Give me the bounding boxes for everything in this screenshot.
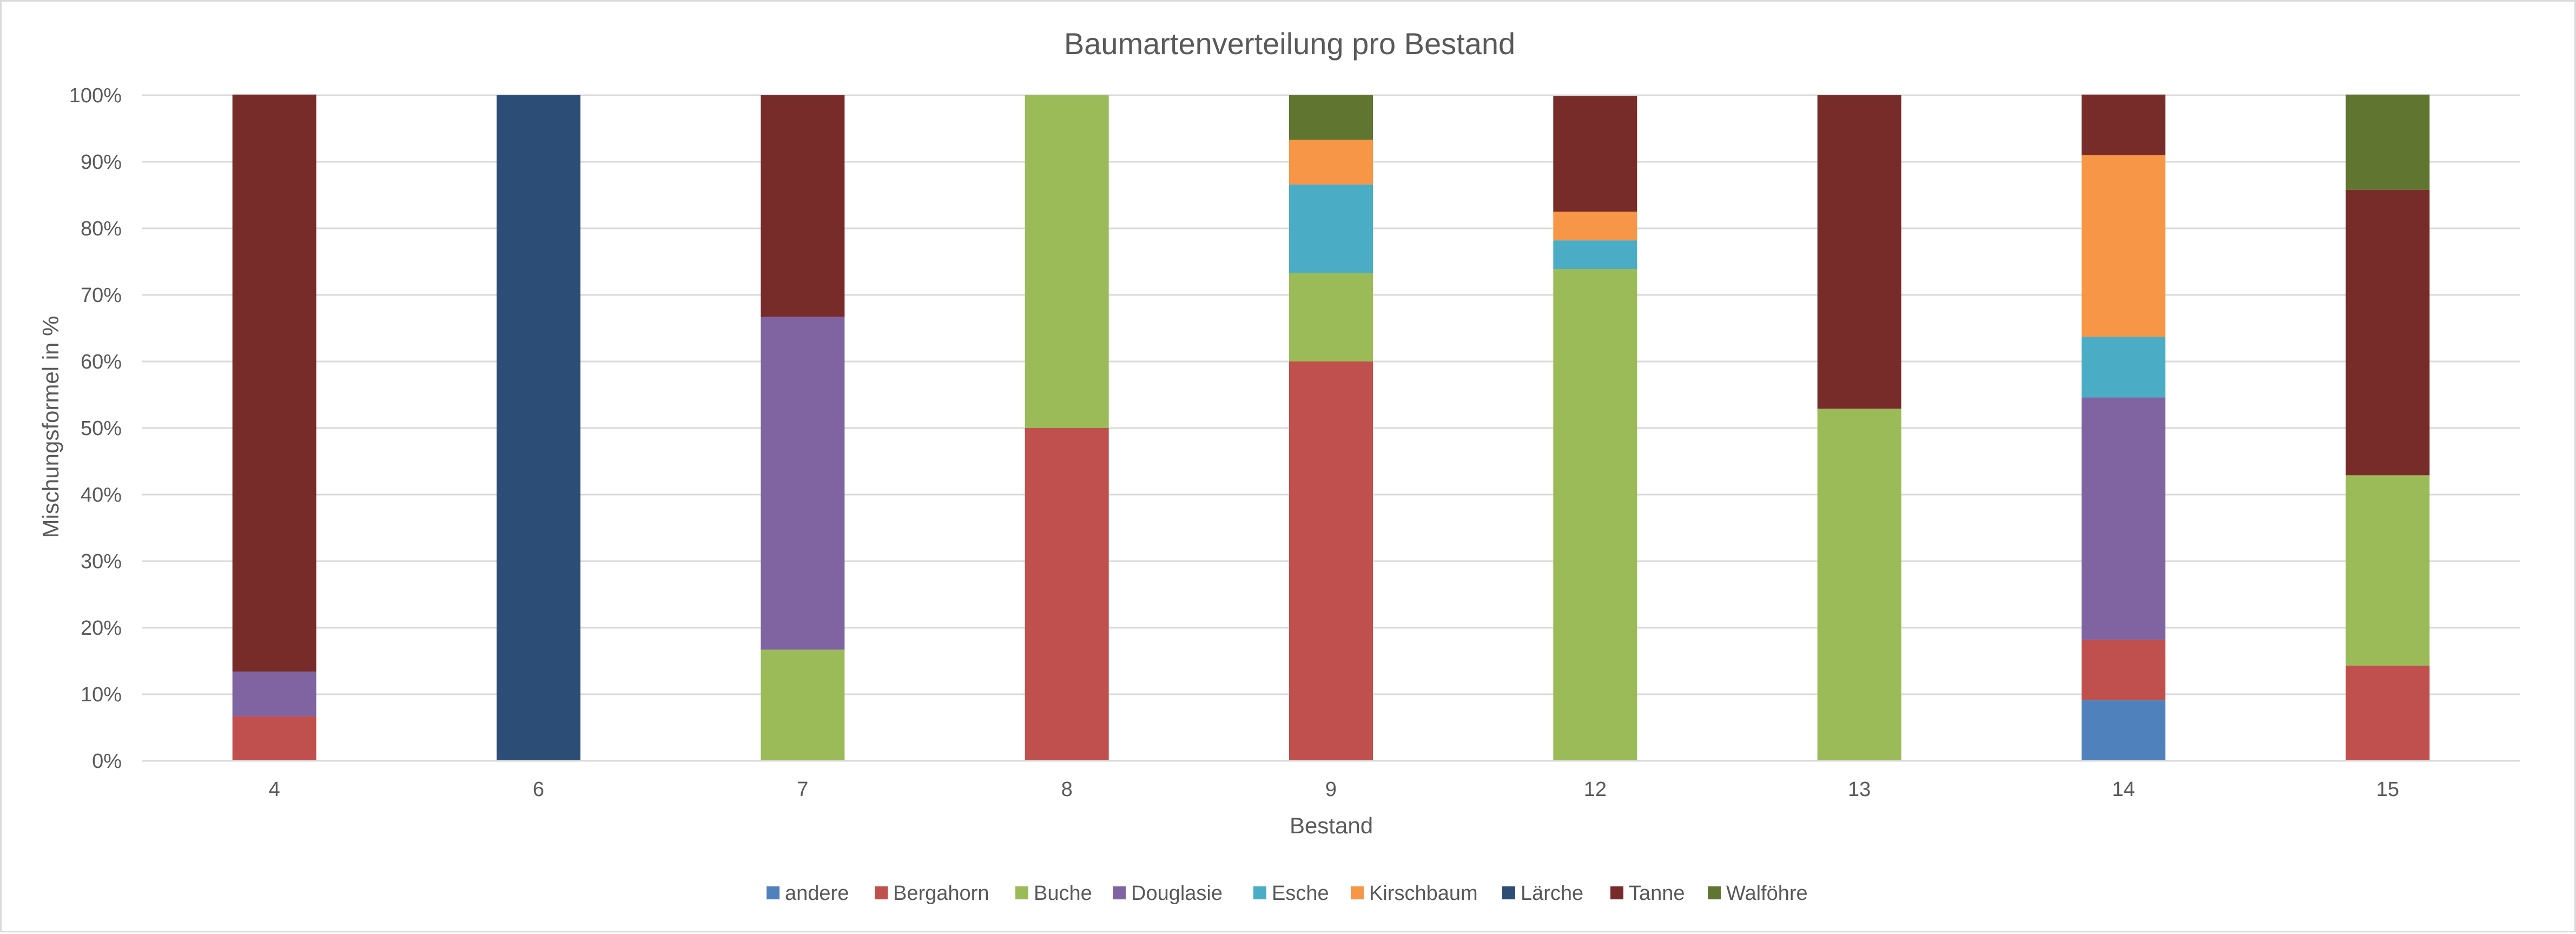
y-axis-tick-labels: 0% 10% 20% 30% 40% 50% 60% 70% 80% 90% 100%: [69, 84, 122, 773]
legend-swatch: [875, 886, 888, 899]
legend-swatch: [767, 886, 780, 899]
bar-segment-tanne-4: [232, 94, 316, 672]
y-tick-label: 90%: [81, 151, 122, 174]
legend: andere Bergahorn Buche Douglasie Esche Kirsch…: [767, 882, 1808, 905]
y-tick-label: 10%: [81, 683, 122, 706]
legend-swatch: [1113, 886, 1126, 899]
x-tick-label: 12: [1584, 778, 1607, 801]
bar-segment-esche-12: [1553, 240, 1637, 269]
legend-item-andere: andere: [767, 882, 849, 905]
bar-segment-esche-9: [1289, 184, 1373, 273]
y-tick-label: 20%: [81, 617, 122, 640]
bar-segment-buche-12: [1553, 269, 1637, 761]
bar-segment-douglasie-14: [2082, 397, 2165, 640]
x-tick-label: 13: [1848, 778, 1871, 801]
legend-label: Kirschbaum: [1369, 882, 1478, 905]
legend-item-walföhre: Walföhre: [1708, 882, 1808, 905]
bar-segment-bergahorn-15: [2346, 666, 2430, 761]
bar-segment-kirschbaum-14: [2082, 155, 2165, 337]
bar-segment-walföhre-15: [2346, 94, 2430, 190]
legend-item-tanne: Tanne: [1610, 882, 1685, 905]
y-tick-label: 80%: [81, 218, 122, 240]
bar-segment-kirschbaum-9: [1289, 140, 1373, 185]
legend-swatch: [1015, 886, 1028, 899]
legend-item-douglasie: Douglasie: [1113, 882, 1223, 905]
legend-item-esche: Esche: [1253, 882, 1329, 905]
bar-segments: [232, 94, 2430, 761]
legend-item-lärche: Lärche: [1502, 882, 1583, 905]
bar-segment-tanne-13: [1817, 95, 1901, 409]
y-tick-label: 50%: [81, 417, 122, 440]
bar-segment-bergahorn-8: [1025, 428, 1109, 761]
legend-swatch: [1351, 886, 1364, 899]
x-tick-label: 6: [533, 778, 544, 801]
legend-swatch: [1253, 886, 1266, 899]
y-tick-label: 30%: [81, 550, 122, 573]
y-axis-title: Mischungsformel in %: [38, 316, 63, 538]
x-tick-label: 14: [2112, 778, 2135, 801]
legend-item-buche: Buche: [1015, 882, 1092, 905]
bar-segment-tanne-15: [2346, 189, 2430, 476]
bar-segment-tanne-7: [761, 95, 845, 317]
legend-item-kirschbaum: Kirschbaum: [1351, 882, 1478, 905]
bar-segment-douglasie-4: [232, 672, 316, 716]
bar-segment-tanne-14: [2082, 94, 2165, 155]
x-tick-label: 4: [269, 778, 280, 801]
legend-label: Esche: [1272, 882, 1329, 905]
x-axis-title: Bestand: [1290, 813, 1373, 838]
x-axis-tick-labels: 4 6 7 8 9 12 13 14 15: [269, 778, 2399, 801]
bar-segment-esche-14: [2082, 337, 2165, 398]
legend-swatch: [1502, 886, 1515, 899]
legend-swatch: [1708, 886, 1721, 899]
bar-segment-douglasie-7: [761, 317, 845, 650]
bar-segment-buche-7: [761, 649, 845, 761]
chart-title: Baumartenverteilung pro Bestand: [1064, 27, 1515, 61]
legend-label: Lärche: [1521, 882, 1583, 905]
x-tick-label: 9: [1325, 778, 1337, 801]
bar-segment-andere-14: [2082, 700, 2165, 761]
bar-segment-buche-15: [2346, 475, 2430, 666]
legend-item-bergahorn: Bergahorn: [875, 882, 989, 905]
x-tick-label: 8: [1061, 778, 1073, 801]
bar-segment-buche-8: [1025, 95, 1109, 428]
bar-segment-buche-13: [1817, 409, 1901, 761]
bar-segment-bergahorn-14: [2082, 640, 2165, 701]
bar-segment-bergahorn-9: [1289, 361, 1373, 761]
bar-segment-lärche-6: [497, 95, 580, 761]
bar-segment-kirschbaum-12: [1553, 212, 1637, 241]
legend-swatch: [1610, 886, 1623, 899]
legend-label: Bergahorn: [893, 882, 989, 905]
y-tick-label: 60%: [81, 351, 122, 373]
y-tick-label: 100%: [69, 84, 122, 107]
x-tick-label: 15: [2376, 778, 2399, 801]
bar-segment-bergahorn-4: [232, 716, 316, 761]
legend-label: Tanne: [1629, 882, 1685, 905]
legend-label: andere: [785, 882, 849, 905]
x-tick-label: 7: [797, 778, 808, 801]
y-tick-label: 40%: [81, 484, 122, 507]
bar-segment-tanne-12: [1553, 96, 1637, 212]
y-tick-label: 0%: [92, 750, 122, 773]
legend-label: Buche: [1034, 882, 1092, 905]
bar-segment-buche-9: [1289, 273, 1373, 361]
y-tick-label: 70%: [81, 284, 122, 307]
bar-segment-walföhre-9: [1289, 95, 1373, 140]
legend-label: Walföhre: [1726, 882, 1808, 905]
legend-label: Douglasie: [1131, 882, 1223, 905]
